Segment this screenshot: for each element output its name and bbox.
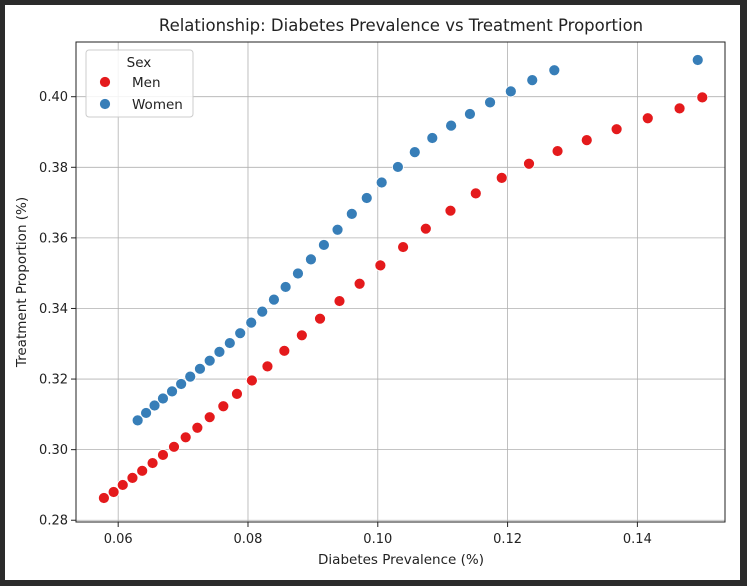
data-point-men [107,486,120,498]
data-point-women [484,96,496,109]
x-tick-label: 0.06 [104,532,133,547]
legend-box [85,49,194,118]
data-point-women [194,362,206,375]
data-point-women [375,176,388,189]
data-point-women [203,354,216,367]
data-point-women [526,74,539,87]
data-point-women [345,207,358,220]
data-point-women [548,64,561,77]
data-point-women [140,407,152,419]
data-point-men [217,400,230,413]
chart-figure: Relationship: Diabetes Prevalence vs Tre… [5,5,740,580]
legend-marker-women [99,98,111,110]
data-point-men [673,102,686,115]
data-point-men [610,123,623,136]
data-point-men [136,464,149,477]
data-point-men [116,479,129,491]
data-point-women [213,345,226,358]
data-point-women [292,267,304,280]
y-tick-label: 0.28 [39,514,68,529]
data-point-men [397,241,409,253]
data-point-women [318,239,330,251]
data-point-women [245,316,258,329]
data-point-women [256,305,269,318]
data-point-men [168,440,180,453]
y-tick-label: 0.40 [39,90,68,105]
data-point-men [179,431,192,444]
data-point-women [426,132,439,144]
data-point-men [295,329,308,342]
data-point-men [580,134,593,147]
scatter-chart: Relationship: Diabetes Prevalence vs Tre… [14,16,726,568]
data-point-men [444,204,457,217]
data-point-men [314,312,326,325]
data-point-men [419,222,432,235]
data-point-men [374,259,387,272]
data-point-women [234,327,247,340]
data-point-women [331,223,344,236]
data-point-men [157,449,169,461]
axis-ticks: 0.06 0.08 0.10 0.12 0.14 0.28 0.30 0.32 0.34 0.36… [39,90,652,547]
legend-marker-men [99,76,111,88]
data-point-men [551,145,564,157]
data-point-men [523,157,535,170]
data-point-men [696,91,709,104]
data-point-men [261,360,274,373]
data-point-men [353,277,366,290]
data-point-women [175,378,188,390]
data-point-women [360,192,373,204]
x-tick-label: 0.10 [363,532,392,547]
data-point-women [464,108,476,120]
data-point-men [641,112,654,125]
data-point-men [245,374,258,387]
data-point-women [166,385,178,398]
data-point-women [305,253,317,266]
x-axis-label: Diabetes Prevalence (%) [318,552,484,568]
data-point-men [191,421,204,434]
data-point-men [495,171,508,184]
data-point-women [392,161,404,173]
legend-title: Sex [127,55,152,71]
y-tick-label: 0.38 [39,161,68,176]
data-point-men [203,411,216,424]
y-tick-label: 0.34 [39,302,68,317]
data-point-women [268,293,280,306]
data-point-men [231,387,243,400]
y-axis-label: Treatment Proportion (%) [14,197,30,368]
data-point-women [408,146,421,159]
data-point-men [126,471,139,484]
data-point-men [98,492,110,504]
plot-area [75,41,726,523]
x-tick-label: 0.08 [234,532,263,547]
data-point-women [131,414,144,427]
legend-label-men: Men [132,75,161,91]
data-point-women [504,85,517,98]
legend-label-women: Women [132,97,183,113]
data-point-women [184,370,197,383]
y-tick-label: 0.30 [39,443,68,458]
data-point-men [333,295,346,307]
data-point-men [146,457,159,469]
y-tick-label: 0.32 [39,373,68,388]
data-point-women [223,337,236,349]
data-points [98,54,709,504]
data-point-women [445,119,458,132]
x-tick-label: 0.12 [493,532,522,547]
data-point-women [691,54,704,66]
chart-title: Relationship: Diabetes Prevalence vs Tre… [159,16,643,35]
data-point-men [469,187,482,200]
y-tick-label: 0.36 [39,231,68,246]
x-tick-label: 0.14 [623,532,652,547]
data-point-men [278,344,291,357]
data-point-women [148,399,161,412]
data-point-women [157,392,169,405]
data-point-women [279,281,292,293]
legend: Sex Men Women [85,49,194,118]
